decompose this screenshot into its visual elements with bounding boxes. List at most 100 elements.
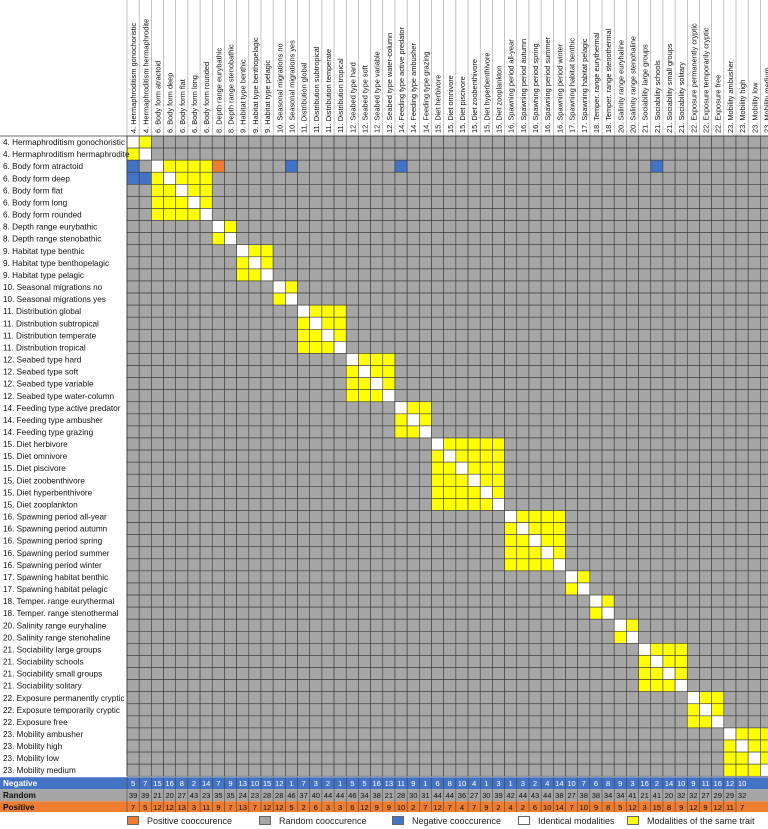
matrix-cell bbox=[589, 715, 603, 729]
matrix-cell bbox=[285, 582, 298, 596]
matrix-cell bbox=[394, 534, 408, 548]
matrix-cell bbox=[626, 703, 639, 717]
matrix-cell bbox=[138, 449, 152, 463]
matrix-cell bbox=[333, 220, 347, 233]
matrix-cell bbox=[479, 184, 493, 197]
matrix-cell bbox=[528, 534, 542, 548]
matrix-cell bbox=[516, 196, 530, 209]
matrix-cell bbox=[723, 232, 737, 246]
matrix-cell bbox=[516, 208, 530, 221]
matrix-cell bbox=[528, 389, 542, 403]
matrix-cell bbox=[699, 546, 712, 560]
matrix-cell bbox=[406, 135, 420, 149]
column-label: 6. Body form long bbox=[190, 75, 199, 133]
matrix-cell bbox=[699, 498, 712, 511]
matrix-cell bbox=[370, 184, 384, 197]
matrix-cell bbox=[370, 655, 384, 668]
matrix-cell bbox=[686, 341, 700, 354]
matrix-cell bbox=[419, 558, 432, 572]
matrix-cell bbox=[662, 316, 676, 330]
matrix-cell bbox=[760, 461, 768, 475]
matrix-cell bbox=[735, 377, 749, 390]
matrix-cell bbox=[686, 534, 700, 548]
matrix-cell bbox=[224, 365, 237, 378]
summary-value: 1 bbox=[338, 779, 342, 788]
matrix-cell bbox=[431, 594, 444, 608]
matrix-cell bbox=[211, 292, 225, 306]
matrix-cell bbox=[504, 751, 518, 765]
matrix-cell bbox=[686, 715, 700, 729]
matrix-cell bbox=[163, 135, 177, 149]
matrix-cell bbox=[175, 461, 189, 475]
matrix-cell bbox=[272, 630, 286, 644]
matrix-cell bbox=[662, 184, 676, 197]
matrix-cell bbox=[613, 510, 627, 523]
matrix-cell bbox=[540, 461, 554, 475]
column-label: 4. Hermaphroditism gonochoristic bbox=[129, 23, 138, 133]
matrix-cell bbox=[406, 449, 420, 463]
matrix-cell bbox=[674, 486, 688, 499]
matrix-cell bbox=[711, 739, 725, 753]
matrix-cell bbox=[321, 582, 335, 596]
matrix-cell bbox=[236, 655, 250, 668]
matrix-cell bbox=[711, 341, 725, 354]
matrix-cell bbox=[138, 341, 152, 354]
matrix-cell bbox=[358, 606, 371, 620]
matrix-cell bbox=[455, 486, 469, 499]
matrix-cell bbox=[723, 739, 737, 753]
matrix-cell bbox=[151, 256, 164, 270]
matrix-cell bbox=[272, 184, 286, 197]
matrix-cell bbox=[199, 196, 213, 209]
matrix-cell bbox=[236, 401, 250, 415]
matrix-cell bbox=[565, 304, 578, 318]
matrix-cell bbox=[455, 413, 469, 427]
matrix-cell bbox=[187, 353, 201, 366]
matrix-cell bbox=[272, 643, 286, 656]
matrix-cell bbox=[760, 558, 768, 572]
matrix-cell bbox=[674, 558, 688, 572]
matrix-cell bbox=[699, 413, 712, 427]
matrix-cell bbox=[467, 618, 481, 632]
matrix-cell bbox=[163, 510, 177, 523]
matrix-cell bbox=[577, 763, 591, 777]
matrix-cell bbox=[211, 473, 225, 487]
matrix-cell bbox=[382, 510, 396, 523]
summary-value: 2 bbox=[655, 779, 659, 788]
matrix-cell bbox=[187, 751, 201, 765]
matrix-cell bbox=[272, 316, 286, 330]
matrix-cell bbox=[760, 498, 768, 511]
column-label: 15. Diet herbivore bbox=[434, 75, 443, 133]
matrix-cell bbox=[151, 304, 164, 318]
matrix-cell bbox=[187, 196, 201, 209]
matrix-cell bbox=[760, 486, 768, 499]
matrix-cell bbox=[175, 498, 189, 511]
matrix-cell bbox=[577, 630, 591, 644]
matrix-cell bbox=[601, 703, 615, 717]
matrix-cell bbox=[370, 558, 384, 572]
matrix-cell bbox=[662, 655, 676, 668]
matrix-cell bbox=[650, 316, 664, 330]
summary-value: 30 bbox=[482, 791, 490, 800]
matrix-cell bbox=[504, 486, 518, 499]
matrix-cell bbox=[455, 461, 469, 475]
matrix-cell bbox=[358, 401, 371, 415]
matrix-cell bbox=[199, 558, 213, 572]
matrix-cell bbox=[370, 341, 384, 354]
matrix-cell bbox=[589, 473, 603, 487]
matrix-cell bbox=[455, 365, 469, 378]
matrix-cell bbox=[443, 413, 457, 427]
matrix-cell bbox=[236, 679, 250, 692]
matrix-cell bbox=[321, 679, 335, 692]
matrix-cell bbox=[589, 147, 603, 161]
matrix-cell bbox=[211, 184, 225, 197]
matrix-cell bbox=[285, 727, 298, 741]
matrix-cell bbox=[638, 304, 652, 318]
matrix-cell bbox=[638, 522, 652, 535]
matrix-cell bbox=[419, 630, 432, 644]
matrix-cell bbox=[345, 135, 359, 149]
summary-value: 6 bbox=[314, 803, 318, 812]
matrix-cell bbox=[236, 268, 250, 282]
matrix-cell bbox=[552, 365, 566, 378]
matrix-cell bbox=[345, 582, 359, 596]
matrix-cell bbox=[504, 594, 518, 608]
